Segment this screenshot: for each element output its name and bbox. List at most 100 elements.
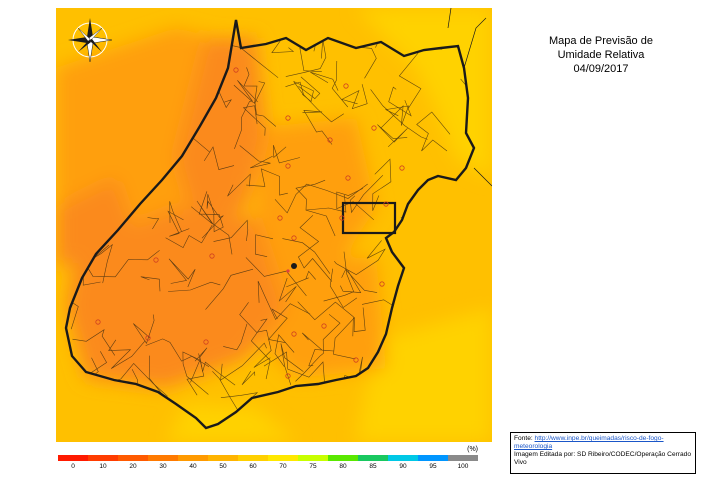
- station-dot: [285, 373, 291, 379]
- municipal-boundary: [268, 308, 288, 343]
- legend-swatch: [418, 455, 448, 461]
- municipal-boundary: [274, 183, 368, 214]
- humidity-forecast-map: [56, 7, 493, 442]
- legend-tick: 50: [219, 463, 227, 470]
- station-dot: [291, 235, 297, 241]
- municipal-boundary: [273, 145, 300, 164]
- municipal-boundary: [227, 173, 251, 197]
- municipal-boundary: [72, 328, 116, 356]
- municipal-boundary: [233, 84, 277, 127]
- municipal-boundary: [377, 124, 408, 148]
- municipal-boundary: [323, 251, 355, 302]
- source-box: Fonte: http://www.inpe.br/queimadas/risc…: [510, 432, 696, 474]
- legend-swatch: [238, 455, 268, 461]
- legend-swatch: [448, 455, 478, 461]
- municipal-boundary: [165, 224, 213, 249]
- legend-tick: 85: [369, 463, 377, 470]
- municipal-boundary: [298, 76, 321, 100]
- municipal-boundary: [66, 278, 79, 330]
- municipal-boundary: [340, 269, 362, 293]
- municipal-boundary: [168, 281, 221, 292]
- map-svg: [56, 7, 493, 442]
- station-dot: [383, 201, 389, 207]
- municipal-boundary: [250, 318, 271, 380]
- municipal-boundary: [334, 240, 386, 275]
- station-dot: [209, 253, 215, 259]
- city-marker: [286, 269, 290, 273]
- legend-tick: 60: [249, 463, 257, 470]
- station-dot: [291, 331, 297, 337]
- municipal-boundary: [274, 334, 295, 367]
- station-dot: [339, 215, 345, 221]
- municipal-boundary: [271, 32, 295, 54]
- municipal-boundary: [298, 215, 333, 282]
- municipal-boundary: [285, 81, 344, 123]
- capital-marker: [291, 263, 297, 269]
- municipal-boundary: [223, 323, 248, 351]
- legend-tick: 40: [189, 463, 197, 470]
- legend-color-bar: [58, 455, 478, 461]
- municipal-boundary: [182, 351, 209, 395]
- neighbor-border-ne: [463, 17, 487, 69]
- municipal-boundary: [333, 307, 366, 360]
- station-dot: [153, 257, 159, 263]
- legend-swatch: [88, 455, 118, 461]
- legend-tick: 75: [309, 463, 317, 470]
- municipal-boundary: [168, 258, 196, 288]
- station-dot: [285, 115, 291, 121]
- title-date: 04/09/2017: [573, 63, 629, 75]
- legend-swatch: [298, 455, 328, 461]
- color-legend: (%) 0 10 20 30 40 50 60 70 75 80 85 90 95 100: [58, 446, 480, 480]
- municipal-boundary: [286, 270, 316, 288]
- municipal-boundary: [295, 179, 336, 237]
- legend-swatch: [58, 455, 88, 461]
- municipal-boundary: [280, 343, 304, 385]
- legend-swatch: [208, 455, 238, 461]
- neighbor-border-e: [473, 167, 493, 187]
- edited-by-text: Imagem Editada por: SD Ribeiro/CODEC/Ope…: [514, 451, 692, 466]
- municipal-boundary: [234, 80, 258, 150]
- legend-tick: 95: [429, 463, 437, 470]
- municipal-boundary: [201, 194, 224, 239]
- title-line-1: Mapa de Previsão de: [549, 35, 653, 47]
- legend-unit: (%): [467, 446, 478, 453]
- station-dot: [145, 335, 151, 341]
- source-link[interactable]: http://www.inpe.br/queimadas/risco-de-fo…: [514, 435, 664, 450]
- legend-swatch: [118, 455, 148, 461]
- municipal-boundary: [398, 52, 422, 109]
- municipal-boundary: [282, 238, 331, 274]
- station-dot: [327, 137, 333, 143]
- municipal-boundary: [254, 234, 274, 257]
- station-dot: [203, 339, 209, 345]
- municipal-boundary: [336, 188, 374, 221]
- municipal-boundary: [329, 268, 358, 308]
- humidity-field-zones: [56, 8, 492, 442]
- municipal-boundary: [205, 268, 254, 310]
- legend-swatch: [358, 455, 388, 461]
- neighbor-border-n: [447, 7, 452, 29]
- station-dot: [353, 357, 359, 363]
- municipal-boundary: [82, 243, 113, 286]
- municipal-boundary: [147, 217, 160, 230]
- station-dot: [95, 319, 101, 325]
- municipal-boundary: [278, 277, 297, 303]
- municipal-boundary: [302, 110, 333, 145]
- municipal-boundary: [372, 158, 392, 211]
- municipal-boundary: [186, 353, 205, 396]
- station-dot: [399, 165, 405, 171]
- municipal-boundary: [416, 111, 451, 152]
- municipal-boundary: [243, 67, 266, 104]
- station-dot: [371, 125, 377, 131]
- station-dot: [321, 323, 327, 329]
- municipal-boundary: [239, 145, 273, 169]
- municipal-boundary: [140, 276, 161, 292]
- station-dot: [345, 175, 351, 181]
- municipal-boundary: [239, 302, 272, 368]
- municipal-boundary: [246, 168, 288, 196]
- municipal-boundary: [198, 191, 224, 233]
- municipal-boundary: [220, 342, 267, 381]
- legend-tick: 100: [457, 463, 469, 470]
- municipal-boundary: [108, 339, 146, 369]
- municipal-boundary: [191, 200, 233, 255]
- legend-tick: 0: [71, 463, 75, 470]
